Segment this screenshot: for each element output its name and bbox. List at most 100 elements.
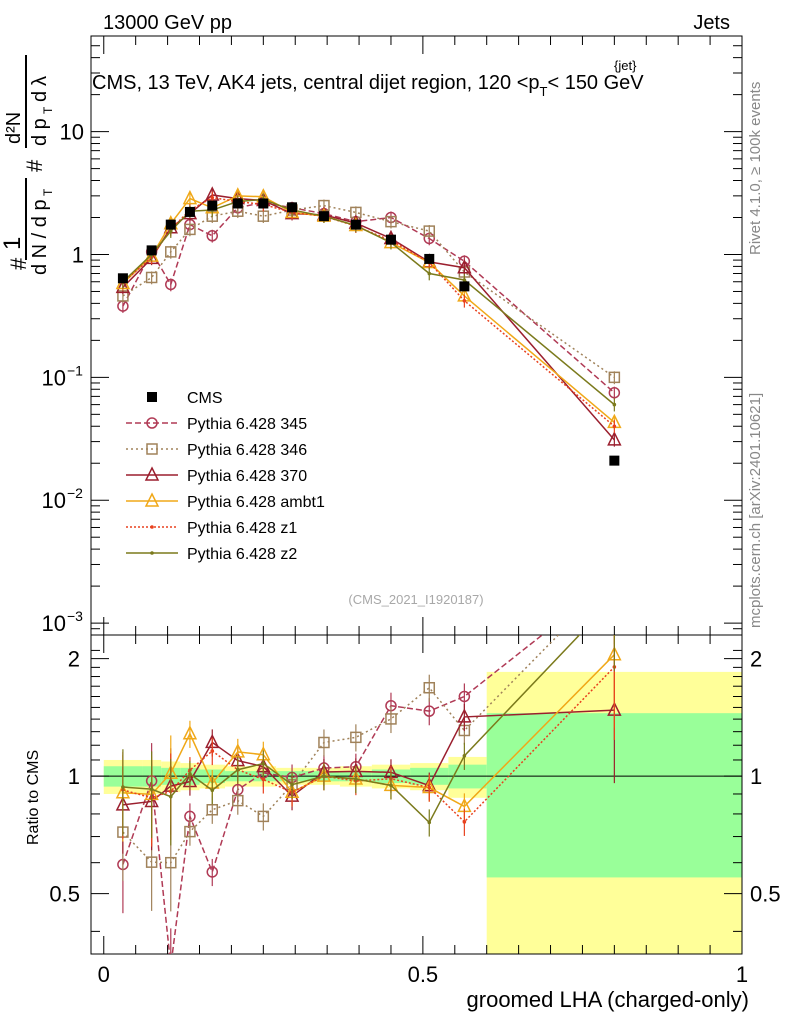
ratio-point bbox=[206, 866, 219, 878]
ratio-point bbox=[210, 788, 215, 793]
ratio-y-axis-label: Ratio to CMS bbox=[25, 750, 42, 845]
data-point bbox=[206, 230, 219, 242]
legend-item: Pythia 6.428 ambt1 bbox=[126, 492, 325, 511]
legend-item: Pythia 6.428 z1 bbox=[126, 520, 297, 537]
main-y-tick-exponent: −1 bbox=[67, 362, 83, 378]
data-point bbox=[287, 202, 298, 213]
x-tick-label: 0 bbox=[98, 962, 110, 987]
legend-label: Pythia 6.428 345 bbox=[187, 416, 307, 433]
ratio-point bbox=[206, 803, 219, 816]
series-line bbox=[122, 204, 615, 378]
ratio-point bbox=[457, 708, 472, 723]
main-y-tick-label: 10 bbox=[60, 120, 84, 145]
ratio-point bbox=[609, 573, 619, 583]
ratio-point bbox=[613, 596, 617, 600]
legend-marker bbox=[147, 392, 157, 402]
ratio-point bbox=[423, 705, 436, 717]
x-tick-label: 1 bbox=[736, 962, 748, 987]
data-point bbox=[232, 198, 243, 209]
ratio-point bbox=[350, 731, 362, 744]
chart-title-sup: {jet} bbox=[614, 58, 637, 73]
data-point bbox=[165, 246, 177, 258]
legend-item: Pythia 6.428 z2 bbox=[126, 546, 297, 563]
data-point bbox=[609, 455, 620, 466]
series-pythia-6-428-370 bbox=[115, 186, 622, 447]
ratio-y-tick-label-right: 2 bbox=[750, 647, 762, 672]
data-point bbox=[168, 229, 173, 233]
svg-text:d: d bbox=[29, 91, 51, 102]
svg-text:T: T bbox=[41, 188, 55, 196]
data-point bbox=[165, 278, 177, 291]
ratio-point bbox=[168, 794, 173, 799]
main-y-tick-label: 10 bbox=[42, 611, 66, 636]
data-point bbox=[607, 431, 622, 446]
svg-text:1: 1 bbox=[0, 237, 26, 250]
chart-title: CMS, 13 TeV, AK4 jets, central dijet reg… bbox=[92, 72, 644, 99]
data-point bbox=[184, 206, 195, 217]
svg-text:d p: d p bbox=[29, 118, 51, 146]
ratio-point bbox=[121, 785, 125, 789]
data-point bbox=[207, 200, 218, 211]
ratio-point bbox=[385, 713, 397, 725]
header-left-label: 13000 GeV pp bbox=[103, 12, 232, 34]
legend-label: Pythia 6.428 346 bbox=[187, 442, 307, 459]
x-tick-label: 0.5 bbox=[408, 962, 439, 987]
data-point bbox=[182, 189, 198, 205]
data-point bbox=[184, 223, 196, 236]
ratio-point bbox=[166, 961, 176, 971]
rivet-version-label: Rivet 4.1.0, ≥ 100k events bbox=[747, 82, 764, 255]
ratio-point bbox=[427, 820, 432, 825]
analysis-id-label: (CMS_2021_I1920187) bbox=[348, 592, 483, 607]
svg-text:λ: λ bbox=[29, 76, 51, 86]
main-y-tick-exponent: −3 bbox=[67, 608, 83, 624]
chart-title-sub: T bbox=[540, 84, 548, 99]
x-axis: 0 0.5 1 bbox=[98, 36, 748, 987]
ratio-point bbox=[210, 749, 215, 753]
ratio-y-tick-label-right: 0.5 bbox=[750, 882, 781, 907]
legend-label: Pythia 6.428 ambt1 bbox=[187, 494, 325, 511]
data-point bbox=[462, 278, 467, 282]
legend-marker bbox=[150, 525, 154, 529]
ratio-point bbox=[149, 787, 154, 791]
chart-title-main: CMS, 13 TeV, AK4 jets, central dijet reg… bbox=[92, 72, 540, 94]
ratio-y-tick-label: 0.5 bbox=[49, 882, 80, 907]
data-point bbox=[612, 424, 617, 429]
ratio-point bbox=[165, 856, 177, 869]
ratio-point bbox=[458, 690, 471, 703]
data-point bbox=[146, 245, 157, 256]
data-point bbox=[462, 298, 467, 303]
svg-text:#: # bbox=[6, 257, 31, 270]
legend-label: CMS bbox=[187, 390, 223, 407]
main-y-tick-label: 1 bbox=[72, 242, 84, 267]
ratio-point bbox=[427, 785, 432, 790]
svg-text:d²N: d²N bbox=[3, 112, 25, 144]
ratio-point bbox=[257, 810, 270, 823]
chart-title-tail: < 150 GeV bbox=[547, 72, 644, 94]
data-point bbox=[459, 281, 470, 292]
svg-text:#: # bbox=[22, 159, 47, 172]
ratio-point bbox=[182, 725, 198, 740]
x-axis-label: groomed LHA (charged-only) bbox=[467, 987, 749, 1012]
ratio-point bbox=[609, 573, 619, 583]
data-point bbox=[608, 371, 621, 384]
ratio-point bbox=[322, 774, 326, 778]
ratio-point bbox=[354, 777, 358, 781]
data-point bbox=[210, 195, 215, 200]
legend-marker bbox=[144, 492, 160, 507]
ratio-point bbox=[261, 761, 266, 766]
ratio-point bbox=[184, 825, 196, 838]
ratio-y-tick-label-right: 1 bbox=[750, 764, 762, 789]
series-pythia-6-428-346 bbox=[117, 199, 621, 385]
legend-marker bbox=[146, 417, 158, 429]
ratio-point bbox=[145, 856, 158, 868]
data-point bbox=[145, 271, 158, 284]
data-point bbox=[258, 198, 269, 209]
header-right-label: Jets bbox=[693, 12, 730, 34]
ratio-data-series bbox=[115, 573, 622, 971]
data-point bbox=[165, 219, 176, 230]
legend-marker bbox=[144, 466, 160, 481]
ratio-point bbox=[389, 783, 393, 788]
legend-item: Pythia 6.428 346 bbox=[126, 442, 307, 459]
data-point bbox=[385, 234, 396, 245]
